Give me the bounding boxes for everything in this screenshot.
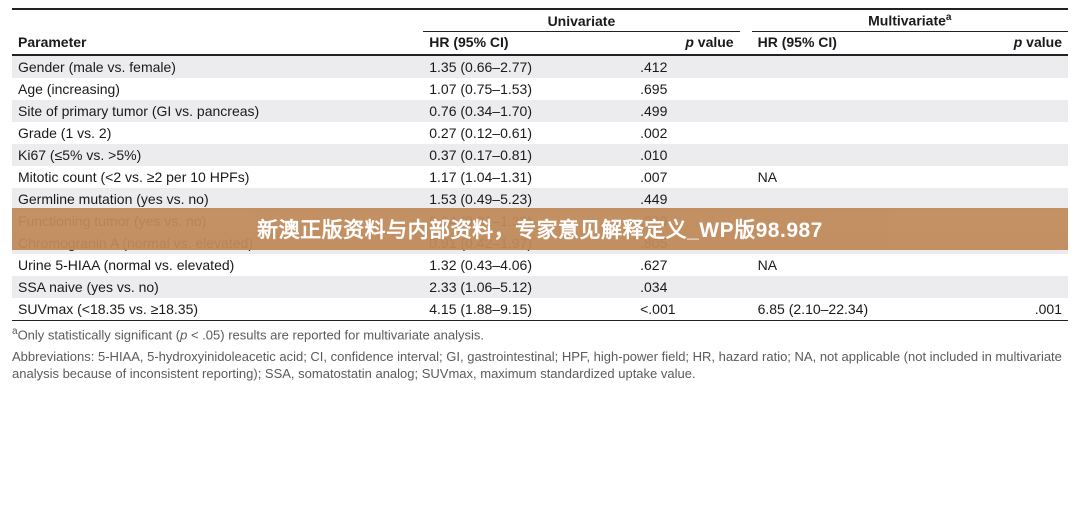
cell-uni-p: .034: [634, 276, 739, 298]
cell-gap: [740, 276, 752, 298]
cell-gap: [740, 298, 752, 321]
table-row: Gender (male vs. female)1.35 (0.66–2.77)…: [12, 55, 1068, 78]
cell-multi-p: [962, 166, 1068, 188]
table-row: Grade (1 vs. 2)0.27 (0.12–0.61).002: [12, 122, 1068, 144]
cell-param: Germline mutation (yes vs. no): [12, 188, 423, 210]
cell-uni-hr: 2.33 (1.06–5.12): [423, 276, 634, 298]
cell-param: Gender (male vs. female): [12, 55, 423, 78]
table-row: Site of primary tumor (GI vs. pancreas)0…: [12, 100, 1068, 122]
overlay-banner: 新澳正版资料与内部资料，专家意见解释定义_WP版98.987: [12, 208, 1068, 250]
cell-param: Ki67 (≤5% vs. >5%): [12, 144, 423, 166]
cell-uni-p: .499: [634, 100, 739, 122]
footnote-abbr: Abbreviations: 5-HIAA, 5-hydroxyinidolea…: [12, 344, 1068, 383]
cell-param: SSA naive (yes vs. no): [12, 276, 423, 298]
cell-multi-p: [962, 122, 1068, 144]
cell-uni-hr: 1.32 (0.43–4.06): [423, 254, 634, 276]
table-row: SSA naive (yes vs. no)2.33 (1.06–5.12).0…: [12, 276, 1068, 298]
cell-gap: [740, 122, 752, 144]
table-wrap: Univariate Multivariatea Parameter HR (9…: [12, 8, 1068, 383]
cell-uni-hr: 0.27 (0.12–0.61): [423, 122, 634, 144]
cell-gap: [740, 100, 752, 122]
cell-uni-p: .010: [634, 144, 739, 166]
cell-multi-hr: [752, 78, 963, 100]
cell-gap: [740, 55, 752, 78]
header-multivariate: Multivariatea: [752, 9, 1068, 31]
cell-uni-hr: 1.35 (0.66–2.77): [423, 55, 634, 78]
cell-multi-hr: [752, 188, 963, 210]
header-parameter: Parameter: [12, 31, 423, 55]
cell-uni-p: .695: [634, 78, 739, 100]
table-body: Gender (male vs. female)1.35 (0.66–2.77)…: [12, 55, 1068, 321]
cell-param: Age (increasing): [12, 78, 423, 100]
table-row: Germline mutation (yes vs. no)1.53 (0.49…: [12, 188, 1068, 210]
cell-param: Grade (1 vs. 2): [12, 122, 423, 144]
cell-multi-p: [962, 188, 1068, 210]
header-uni-p: p value: [634, 31, 739, 55]
cell-uni-p: .449: [634, 188, 739, 210]
cell-gap: [740, 188, 752, 210]
cell-multi-hr: [752, 144, 963, 166]
cell-uni-p: .627: [634, 254, 739, 276]
header-blank: [12, 9, 423, 31]
header-uni-hr: HR (95% CI): [423, 31, 634, 55]
cell-uni-p: <.001: [634, 298, 739, 321]
header-multi-p: p value: [962, 31, 1068, 55]
cell-multi-hr: [752, 100, 963, 122]
cell-uni-hr: 1.07 (0.75–1.53): [423, 78, 634, 100]
header-multi-hr: HR (95% CI): [752, 31, 963, 55]
cell-uni-p: .002: [634, 122, 739, 144]
overlay-text: 新澳正版资料与内部资料，专家意见解释定义_WP版98.987: [257, 214, 823, 244]
table-row: SUVmax (<18.35 vs. ≥18.35)4.15 (1.88–9.1…: [12, 298, 1068, 321]
cell-uni-hr: 0.37 (0.17–0.81): [423, 144, 634, 166]
cell-gap: [740, 144, 752, 166]
cell-uni-p: .007: [634, 166, 739, 188]
header-gap: [740, 9, 752, 31]
cell-multi-hr: [752, 122, 963, 144]
cell-multi-hr: NA: [752, 166, 963, 188]
cell-multi-p: [962, 55, 1068, 78]
cell-param: SUVmax (<18.35 vs. ≥18.35): [12, 298, 423, 321]
cell-multi-hr: [752, 276, 963, 298]
cell-param: Urine 5-HIAA (normal vs. elevated): [12, 254, 423, 276]
cell-multi-hr: NA: [752, 254, 963, 276]
cell-uni-hr: 4.15 (1.88–9.15): [423, 298, 634, 321]
stats-table: Univariate Multivariatea Parameter HR (9…: [12, 8, 1068, 321]
footnote-a: aOnly statistically significant (p < .05…: [12, 321, 1068, 344]
table-row: Mitotic count (<2 vs. ≥2 per 10 HPFs)1.1…: [12, 166, 1068, 188]
table-row: Ki67 (≤5% vs. >5%)0.37 (0.17–0.81).010: [12, 144, 1068, 166]
cell-uni-hr: 1.17 (1.04–1.31): [423, 166, 634, 188]
cell-param: Mitotic count (<2 vs. ≥2 per 10 HPFs): [12, 166, 423, 188]
cell-gap: [740, 78, 752, 100]
cell-param: Site of primary tumor (GI vs. pancreas): [12, 100, 423, 122]
cell-multi-p: [962, 144, 1068, 166]
header-gap2: [740, 31, 752, 55]
cell-multi-hr: 6.85 (2.10–22.34): [752, 298, 963, 321]
cell-gap: [740, 166, 752, 188]
table-row: Urine 5-HIAA (normal vs. elevated)1.32 (…: [12, 254, 1068, 276]
cell-uni-hr: 1.53 (0.49–5.23): [423, 188, 634, 210]
table-row: Age (increasing)1.07 (0.75–1.53).695: [12, 78, 1068, 100]
cell-uni-p: .412: [634, 55, 739, 78]
cell-multi-p: [962, 254, 1068, 276]
cell-gap: [740, 254, 752, 276]
cell-multi-hr: [752, 55, 963, 78]
header-univariate: Univariate: [423, 9, 739, 31]
cell-multi-p: [962, 276, 1068, 298]
cell-multi-p: [962, 100, 1068, 122]
cell-uni-hr: 0.76 (0.34–1.70): [423, 100, 634, 122]
cell-multi-p: [962, 78, 1068, 100]
cell-multi-p: .001: [962, 298, 1068, 321]
